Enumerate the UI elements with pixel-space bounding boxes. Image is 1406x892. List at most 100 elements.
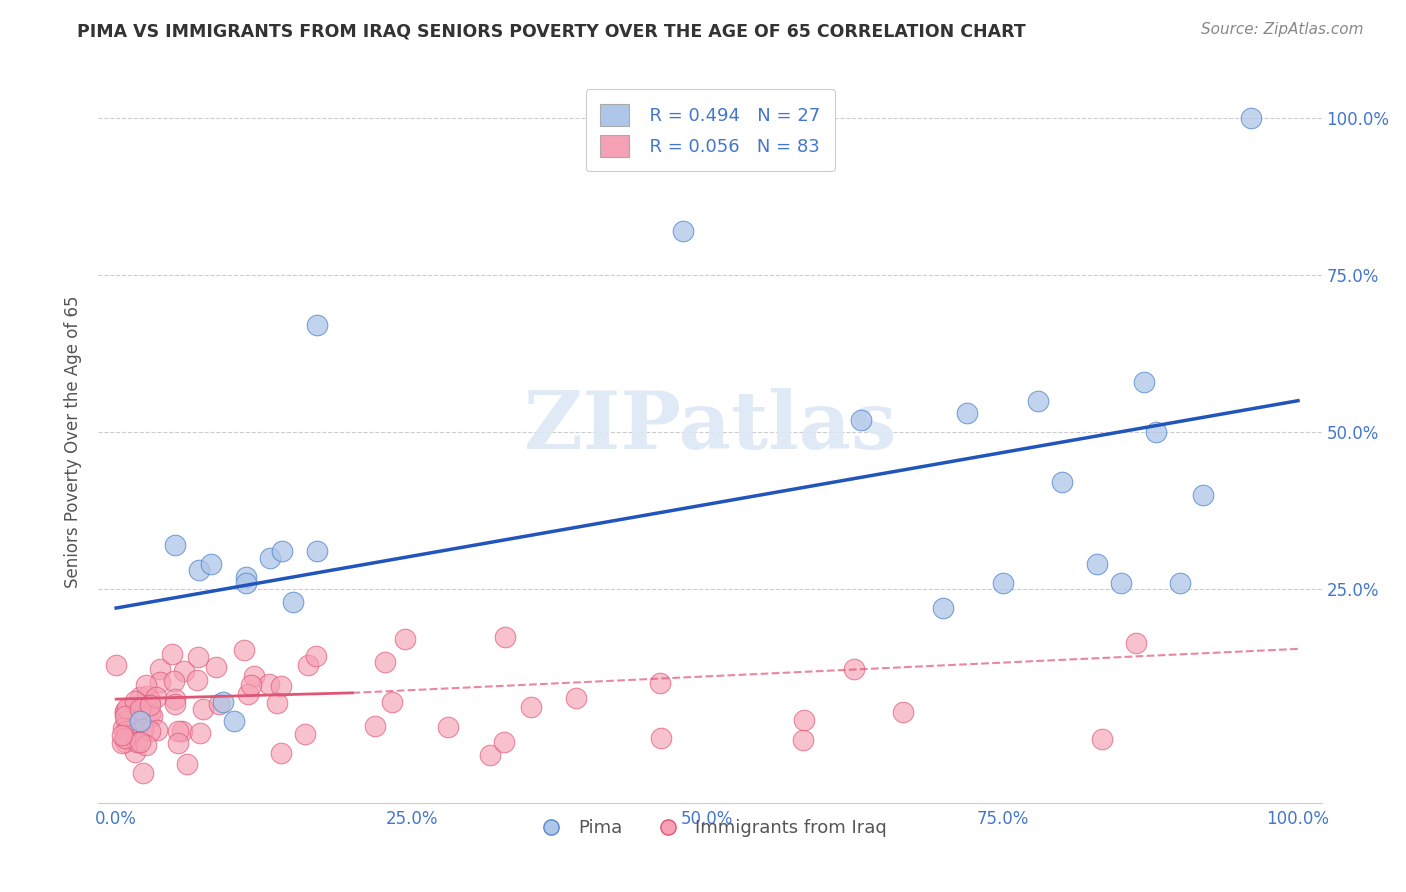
Point: [149, 674, 172, 689]
Point: [128, 714, 150, 728]
Point: [1026, 393, 1049, 408]
Point: [176, 756, 198, 771]
Point: [520, 700, 543, 714]
Point: [134, 698, 156, 712]
Point: [187, 563, 209, 577]
Point: [186, 673, 208, 687]
Point: [270, 679, 292, 693]
Point: [112, 721, 135, 735]
Point: [236, 687, 259, 701]
Point: [139, 698, 162, 712]
Point: [1144, 425, 1167, 439]
Point: [650, 731, 672, 745]
Point: [200, 557, 222, 571]
Point: [494, 735, 516, 749]
Point: [672, 224, 695, 238]
Point: [146, 723, 169, 738]
Point: [188, 726, 211, 740]
Point: [235, 575, 257, 590]
Point: [122, 724, 145, 739]
Point: [139, 706, 162, 721]
Point: [307, 318, 329, 333]
Point: [259, 550, 281, 565]
Point: [650, 676, 672, 690]
Point: [135, 738, 157, 752]
Point: [494, 631, 516, 645]
Point: [139, 723, 162, 738]
Text: PIMA VS IMMIGRANTS FROM IRAQ SENIORS POVERTY OVER THE AGE OF 65 CORRELATION CHAR: PIMA VS IMMIGRANTS FROM IRAQ SENIORS POV…: [77, 22, 1026, 40]
Point: [149, 662, 172, 676]
Point: [167, 736, 190, 750]
Point: [165, 697, 187, 711]
Point: [193, 702, 215, 716]
Point: [114, 704, 136, 718]
Point: [224, 714, 246, 728]
Point: [297, 657, 319, 672]
Point: [233, 642, 256, 657]
Point: [162, 647, 184, 661]
Point: [114, 714, 136, 728]
Point: [114, 708, 136, 723]
Point: [115, 724, 138, 739]
Point: [364, 719, 387, 733]
Point: [114, 706, 136, 720]
Point: [211, 695, 233, 709]
Point: [956, 406, 979, 420]
Point: [1192, 488, 1215, 502]
Point: [132, 722, 155, 736]
Point: [208, 697, 231, 711]
Point: [270, 544, 292, 558]
Point: [114, 735, 136, 749]
Point: [1168, 575, 1191, 590]
Point: [849, 412, 872, 426]
Point: [127, 718, 149, 732]
Point: [257, 677, 280, 691]
Legend: Pima, Immigrants from Iraq: Pima, Immigrants from Iraq: [526, 812, 894, 845]
Point: [374, 655, 396, 669]
Point: [187, 649, 209, 664]
Point: [139, 693, 162, 707]
Point: [1109, 575, 1132, 590]
Point: [793, 713, 815, 727]
Point: [932, 601, 955, 615]
Point: [1091, 731, 1114, 746]
Point: [305, 649, 328, 664]
Point: [479, 747, 502, 762]
Point: [1133, 375, 1156, 389]
Point: [991, 575, 1014, 590]
Point: [125, 735, 148, 749]
Point: [114, 731, 136, 746]
Point: [266, 696, 288, 710]
Point: [141, 708, 163, 723]
Point: [145, 690, 167, 704]
Point: [235, 569, 257, 583]
Point: [240, 677, 263, 691]
Text: Source: ZipAtlas.com: Source: ZipAtlas.com: [1201, 22, 1364, 37]
Point: [105, 657, 128, 672]
Point: [173, 665, 195, 679]
Point: [128, 702, 150, 716]
Point: [120, 708, 142, 723]
Point: [394, 632, 416, 647]
Point: [136, 689, 159, 703]
Point: [131, 766, 153, 780]
Point: [165, 538, 187, 552]
Point: [1240, 111, 1263, 125]
Point: [1085, 557, 1108, 571]
Point: [124, 712, 146, 726]
Point: [120, 720, 142, 734]
Point: [111, 728, 134, 742]
Point: [565, 690, 588, 705]
Point: [135, 710, 157, 724]
Point: [842, 662, 865, 676]
Y-axis label: Seniors Poverty Over the Age of 65: Seniors Poverty Over the Age of 65: [65, 295, 83, 588]
Point: [270, 746, 292, 760]
Point: [115, 701, 138, 715]
Point: [243, 669, 266, 683]
Point: [170, 723, 193, 738]
Point: [1125, 636, 1147, 650]
Point: [204, 660, 226, 674]
Point: [307, 544, 329, 558]
Point: [124, 745, 146, 759]
Point: [891, 706, 914, 720]
